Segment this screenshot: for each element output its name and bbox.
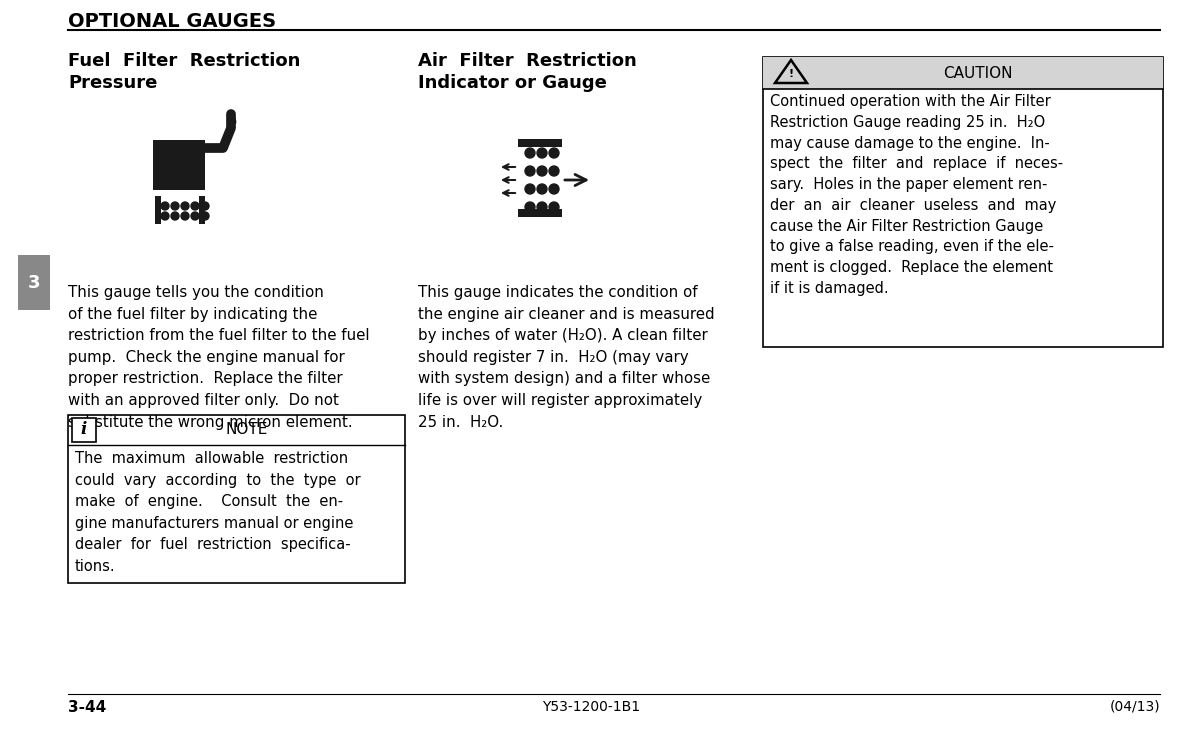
Bar [518,139,561,147]
Text: Air  Filter  Restriction: Air Filter Restriction [418,52,637,70]
Circle shape [548,166,559,176]
Circle shape [191,212,199,220]
Text: Fuel  Filter  Restriction: Fuel Filter Restriction [69,52,300,70]
Text: Indicator or Gauge: Indicator or Gauge [418,74,606,92]
Text: CAUTION: CAUTION [943,65,1013,81]
Bar [518,209,561,217]
Circle shape [548,202,559,212]
Circle shape [161,202,169,210]
Circle shape [537,202,547,212]
Text: OPTIONAL GAUGES: OPTIONAL GAUGES [69,12,277,31]
Bar [199,196,204,224]
Text: The  maximum  allowable  restriction
could  vary  according  to  the  type  or
m: The maximum allowable restriction could … [74,451,361,574]
Bar [69,415,405,583]
Text: Pressure: Pressure [69,74,157,92]
Text: Y53-1200-1B1: Y53-1200-1B1 [541,700,641,714]
Bar [155,196,161,224]
Circle shape [181,212,189,220]
Text: !: ! [788,69,793,79]
Bar [152,140,204,190]
Circle shape [537,148,547,158]
Text: 3-44: 3-44 [69,700,106,714]
Circle shape [525,202,535,212]
Circle shape [548,148,559,158]
Circle shape [548,184,559,194]
Bar [18,255,50,310]
Text: Continued operation with the Air Filter
Restriction Gauge reading 25 in.  H₂O
ma: Continued operation with the Air Filter … [769,94,1063,296]
Circle shape [161,212,169,220]
Circle shape [201,202,209,210]
Text: (04/13): (04/13) [1110,700,1160,714]
Text: NOTE: NOTE [226,422,267,438]
Circle shape [525,148,535,158]
Text: This gauge tells you the condition
of the fuel filter by indicating the
restrict: This gauge tells you the condition of th… [69,285,370,430]
Text: 3: 3 [27,274,40,291]
Circle shape [525,184,535,194]
Circle shape [537,184,547,194]
Circle shape [171,212,178,220]
Text: i: i [80,422,87,438]
Bar [764,57,1163,89]
Circle shape [191,202,199,210]
Bar [72,418,96,442]
Circle shape [525,166,535,176]
Bar [764,57,1163,347]
Circle shape [171,202,178,210]
Circle shape [181,202,189,210]
Circle shape [201,212,209,220]
Circle shape [537,166,547,176]
Text: This gauge indicates the condition of
the engine air cleaner and is measured
by : This gauge indicates the condition of th… [418,285,715,430]
